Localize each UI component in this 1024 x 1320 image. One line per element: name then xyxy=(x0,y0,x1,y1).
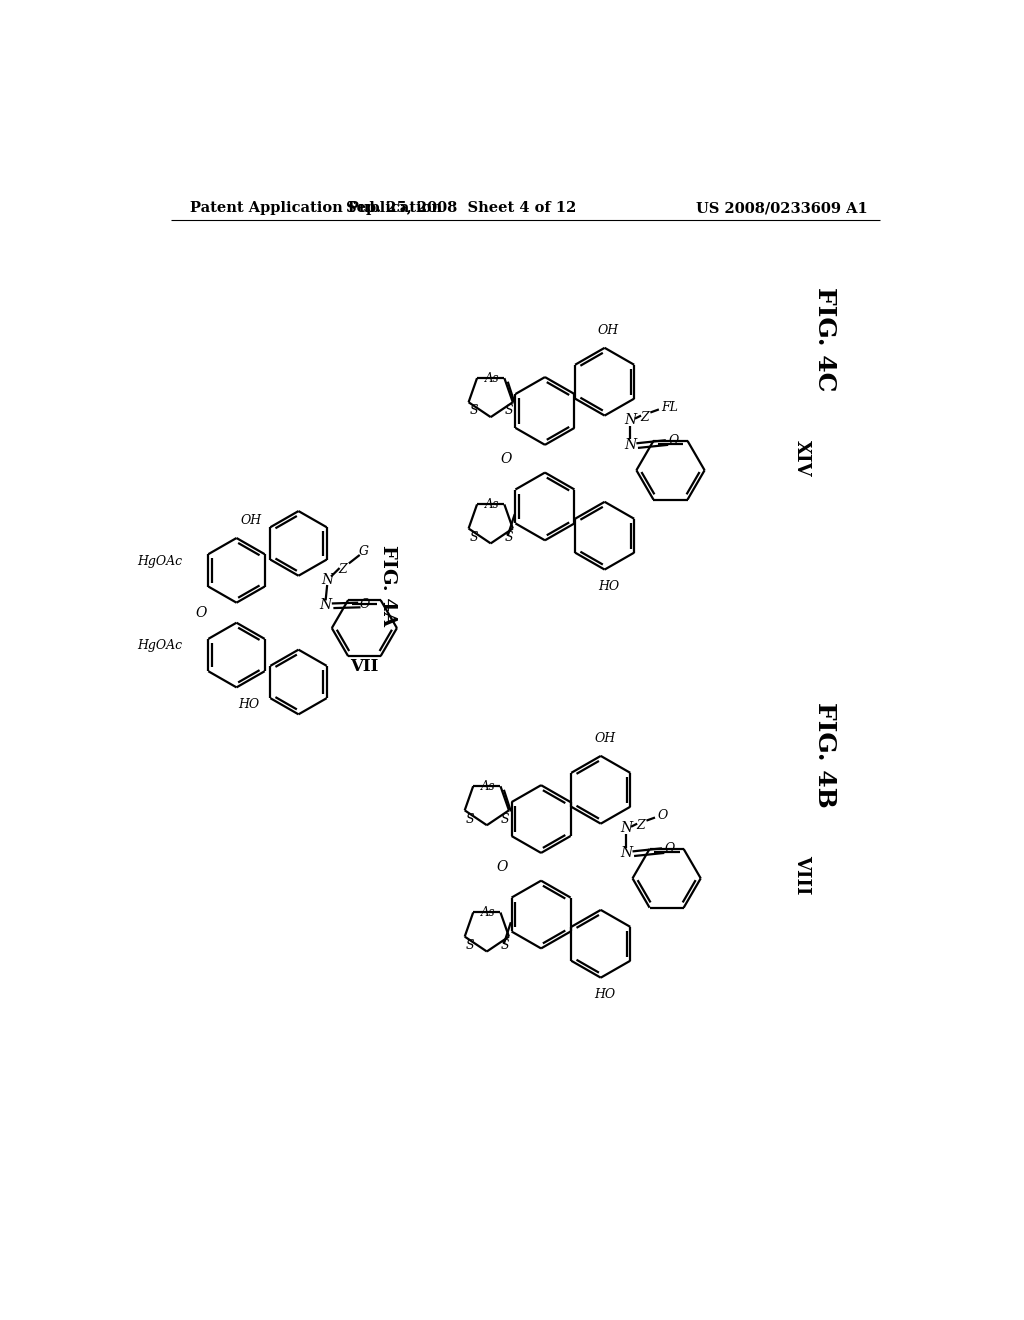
Text: N: N xyxy=(621,821,633,836)
Text: Z: Z xyxy=(338,564,347,576)
Text: Z: Z xyxy=(636,818,644,832)
Text: N: N xyxy=(322,573,333,587)
Text: O: O xyxy=(501,451,512,466)
Text: O: O xyxy=(497,859,508,874)
Text: XIV: XIV xyxy=(794,441,811,477)
Text: As: As xyxy=(485,372,500,385)
Text: FL: FL xyxy=(662,401,678,414)
Text: HO: HO xyxy=(594,989,615,1002)
Text: As: As xyxy=(481,780,496,793)
Text: OH: OH xyxy=(594,733,615,744)
Text: S: S xyxy=(505,404,514,417)
Text: As: As xyxy=(485,499,500,511)
Text: S: S xyxy=(501,813,510,825)
Text: O: O xyxy=(359,598,370,611)
Text: FIG. 4B: FIG. 4B xyxy=(813,702,838,808)
Text: S: S xyxy=(505,531,514,544)
Text: O: O xyxy=(665,842,675,855)
Text: FIG. 4C: FIG. 4C xyxy=(813,288,838,392)
Text: S: S xyxy=(469,531,478,544)
Text: As: As xyxy=(481,907,496,920)
Text: O: O xyxy=(196,606,207,619)
Text: HO: HO xyxy=(238,698,259,711)
Text: N: N xyxy=(621,846,633,859)
Text: HgOAc: HgOAc xyxy=(137,639,182,652)
Text: Patent Application Publication: Patent Application Publication xyxy=(190,202,442,215)
Text: Z: Z xyxy=(640,411,648,424)
Text: HO: HO xyxy=(598,581,620,594)
Text: O: O xyxy=(669,434,679,446)
Text: Sep. 25, 2008  Sheet 4 of 12: Sep. 25, 2008 Sheet 4 of 12 xyxy=(346,202,577,215)
Text: S: S xyxy=(469,404,478,417)
Text: HgOAc: HgOAc xyxy=(137,554,182,568)
Text: OH: OH xyxy=(598,323,620,337)
Text: S: S xyxy=(466,939,474,952)
Text: VII: VII xyxy=(350,659,379,675)
Text: N: N xyxy=(625,438,636,451)
Text: FIG. 4A: FIG. 4A xyxy=(379,545,396,626)
Text: G: G xyxy=(358,545,369,557)
Text: N: N xyxy=(319,598,332,612)
Text: S: S xyxy=(501,939,510,952)
Text: VIII: VIII xyxy=(794,855,811,894)
Text: S: S xyxy=(466,813,474,825)
Text: N: N xyxy=(625,413,636,428)
Text: OH: OH xyxy=(241,515,261,527)
Text: US 2008/0233609 A1: US 2008/0233609 A1 xyxy=(696,202,868,215)
Text: O: O xyxy=(657,809,668,822)
